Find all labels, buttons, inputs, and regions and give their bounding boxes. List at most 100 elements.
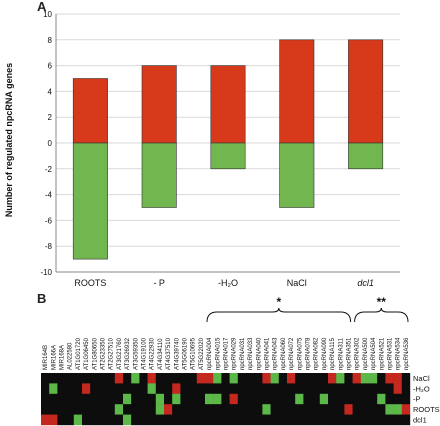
heatmap-cell: [114, 404, 124, 415]
heatmap-cell: [213, 383, 222, 394]
heatmap-cell: [344, 393, 353, 405]
heatmap-cell: [188, 393, 197, 405]
row-label: -H₂O: [413, 384, 430, 393]
panel-label-a: A: [37, 0, 47, 14]
heatmap-cell: [49, 404, 58, 415]
heatmap-cell: [172, 373, 181, 384]
heatmap-cell: [123, 383, 132, 394]
column-label: npcRNA531: [388, 337, 394, 370]
heatmap-cell: [270, 383, 279, 394]
heatmap-cell: [106, 393, 115, 405]
heatmap-cell: [147, 393, 156, 405]
heatmap-cell: [262, 404, 271, 415]
column-label: npcRNA015: [215, 337, 221, 370]
heatmap-cell: [270, 414, 279, 426]
heatmap-cell: [311, 373, 320, 384]
heatmap-cell: [311, 404, 320, 415]
heatmap-cell: [328, 393, 337, 405]
heatmap-cell: [73, 383, 83, 394]
bar-down: [72, 142, 108, 260]
column-label: AT5G06190: [183, 337, 189, 370]
x-tick-label: ROOTS: [74, 278, 106, 288]
column-label: AT3G59350: [133, 337, 139, 370]
heatmap-cell: [180, 393, 189, 405]
y-tick-label: -6: [45, 216, 53, 225]
column-label: npcRNA033: [248, 337, 254, 370]
column-label: npcRNA040: [256, 337, 262, 370]
heatmap-cell: [401, 404, 411, 415]
heatmap-cell: [73, 404, 83, 415]
heatmap-cell: [360, 414, 370, 426]
heatmap-cell: [90, 393, 99, 405]
heatmap-cell: [57, 393, 66, 405]
heatmap-cell: [246, 373, 255, 384]
heatmap-cell: [344, 383, 353, 394]
heatmap-cell: [164, 393, 173, 405]
heatmap-cell: [221, 383, 230, 394]
heatmap-cell: [237, 393, 247, 405]
heatmap-cell: [172, 383, 181, 394]
heatmap-cell: [147, 383, 156, 394]
y-axis-label: Number of regulated npcRNA genes: [4, 63, 14, 217]
heatmap-cell: [270, 373, 279, 384]
heatmap-cell: [303, 404, 312, 415]
heatmap-cell: [114, 414, 124, 426]
heatmap-cell: [188, 373, 197, 384]
bar-up: [348, 39, 384, 144]
heatmap-cell: [393, 414, 402, 426]
heatmap-cell: [336, 393, 345, 405]
column-label: npcRNA534: [396, 337, 402, 370]
heatmap-cell: [295, 404, 304, 415]
column-label: npcRNA090: [322, 337, 328, 370]
heatmap-cell: [73, 373, 83, 384]
heatmap-cell: [82, 404, 91, 415]
column-label: AT5G10695: [191, 337, 197, 370]
heatmap-cell: [369, 414, 378, 426]
row-label: ROOTS: [413, 405, 440, 414]
heatmap-cell: [393, 404, 402, 415]
heatmap-cell: [393, 383, 402, 394]
heatmap-cell: [205, 414, 214, 426]
heatmap-cell: [369, 373, 378, 384]
heatmap-cell: [155, 383, 165, 394]
heatmap-cell: [328, 404, 337, 415]
heatmap-cell: [172, 393, 181, 405]
row-label: -P: [413, 395, 421, 404]
heatmap-cell: [57, 383, 66, 394]
column-label: MIR166A: [51, 345, 57, 370]
heatmap-cell: [369, 393, 378, 405]
heatmap-cell: [237, 404, 247, 415]
heatmap-cell: [90, 373, 99, 384]
group-mark: *: [276, 295, 281, 309]
heatmap-cell: [262, 393, 271, 405]
heatmap-cell: [360, 393, 370, 405]
heatmap-cell: [65, 414, 74, 426]
heatmap-cell: [319, 383, 329, 394]
heatmap-cell: [221, 414, 230, 426]
heatmap-cell: [262, 373, 271, 384]
column-label: npcRNA536: [404, 337, 410, 370]
heatmap-cell: [98, 373, 107, 384]
heatmap-cell: [360, 373, 370, 384]
column-label: npcRNA060: [281, 337, 287, 370]
heatmap-cell: [90, 414, 99, 426]
column-label: AT4G34110: [158, 338, 164, 370]
heatmap-cell: [237, 383, 247, 394]
heatmap-cell: [246, 393, 255, 405]
heatmap-cell: [65, 383, 74, 394]
column-label: npcRNA041: [265, 337, 271, 370]
heatmap-cell: [57, 414, 66, 426]
heatmap-cell: [254, 414, 263, 426]
heatmap-cell: [254, 373, 263, 384]
heatmap-cell: [213, 404, 222, 415]
heatmap-cell: [295, 383, 304, 394]
heatmap-cell: [246, 404, 255, 415]
heatmap-cell: [377, 393, 386, 405]
heatmap-cell: [196, 383, 206, 394]
column-label: AT1G06450: [84, 337, 90, 370]
column-label: AT2G27510: [109, 337, 115, 370]
heatmap-cell: [123, 414, 132, 426]
heatmap-cell: [328, 383, 337, 394]
heatmap-cell: [131, 393, 140, 405]
